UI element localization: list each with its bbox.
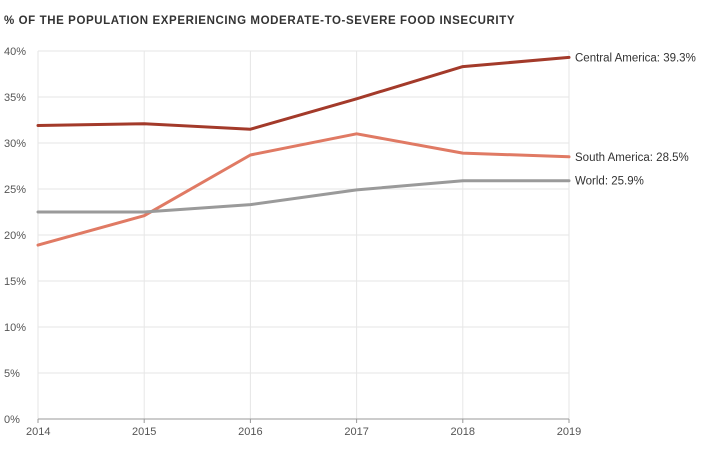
x-tick-label: 2018 xyxy=(451,426,475,438)
x-tick-label: 2019 xyxy=(557,426,581,438)
series-label-south-america: South America: 28.5% xyxy=(575,152,689,164)
y-tick-label: 10% xyxy=(4,322,26,334)
series-label-world: World: 25.9% xyxy=(575,176,644,188)
series-line-world xyxy=(36,179,571,214)
series-lines xyxy=(36,55,571,247)
x-tick-label: 2017 xyxy=(344,426,368,438)
series-line-central-america xyxy=(36,55,571,131)
y-tick-label: 0% xyxy=(4,414,20,426)
chart-title: % OF THE POPULATION EXPERIENCING MODERAT… xyxy=(4,15,516,27)
x-tick-label: 2015 xyxy=(132,426,156,438)
y-tick-label: 15% xyxy=(4,276,26,288)
grid-lines xyxy=(37,50,570,420)
y-tick-label: 35% xyxy=(4,92,26,104)
series-labels: Central America: 39.3% South America: 28.… xyxy=(575,52,696,187)
x-tick-label: 2014 xyxy=(26,426,50,438)
y-tick-label: 20% xyxy=(4,230,26,242)
y-tick-label: 30% xyxy=(4,138,26,150)
axes: 0% 5% 10% 15% 20% 25% 30% 35% 40% 2014 2015 2016 201… xyxy=(4,46,581,438)
x-tick-label: 2016 xyxy=(238,426,262,438)
series-line-south-america xyxy=(36,132,571,247)
y-tick-label: 5% xyxy=(4,368,20,380)
y-tick-label: 25% xyxy=(4,184,26,196)
series-label-central-america: Central America: 39.3% xyxy=(575,52,696,64)
y-tick-label: 40% xyxy=(4,46,26,58)
